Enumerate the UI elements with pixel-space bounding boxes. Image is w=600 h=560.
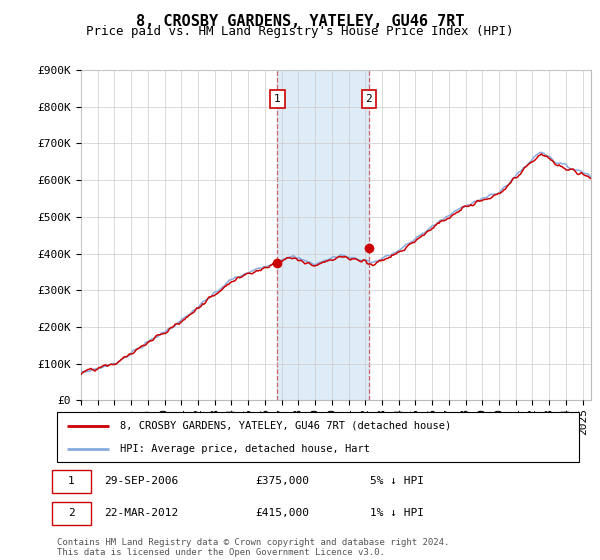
Text: 8, CROSBY GARDENS, YATELEY, GU46 7RT (detached house): 8, CROSBY GARDENS, YATELEY, GU46 7RT (de… (119, 421, 451, 431)
FancyBboxPatch shape (52, 469, 91, 493)
Text: Contains HM Land Registry data © Crown copyright and database right 2024.
This d: Contains HM Land Registry data © Crown c… (57, 538, 449, 557)
Text: 8, CROSBY GARDENS, YATELEY, GU46 7RT: 8, CROSBY GARDENS, YATELEY, GU46 7RT (136, 14, 464, 29)
Text: 2: 2 (365, 95, 373, 104)
FancyBboxPatch shape (57, 412, 579, 462)
Text: £415,000: £415,000 (256, 508, 310, 518)
Text: 22-MAR-2012: 22-MAR-2012 (104, 508, 178, 518)
Text: 2: 2 (68, 508, 75, 518)
Text: 29-SEP-2006: 29-SEP-2006 (104, 476, 178, 486)
Text: £375,000: £375,000 (256, 476, 310, 486)
Text: 1: 1 (274, 95, 281, 104)
FancyBboxPatch shape (52, 502, 91, 525)
Text: 5% ↓ HPI: 5% ↓ HPI (370, 476, 424, 486)
Bar (277, 70, 369, 400)
Text: 1: 1 (68, 476, 75, 486)
Text: Price paid vs. HM Land Registry's House Price Index (HPI): Price paid vs. HM Land Registry's House … (86, 25, 514, 38)
Text: HPI: Average price, detached house, Hart: HPI: Average price, detached house, Hart (119, 445, 370, 454)
Text: 1% ↓ HPI: 1% ↓ HPI (370, 508, 424, 518)
